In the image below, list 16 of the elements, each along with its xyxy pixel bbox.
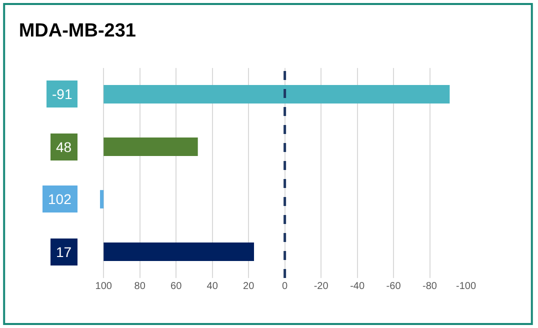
x-tick-label: -100 [456, 281, 476, 292]
x-tick-label: -80 [422, 281, 438, 292]
x-tick-label: 20 [243, 281, 255, 292]
x-tick-label: 40 [206, 281, 218, 292]
x-tick-label: 60 [170, 281, 182, 292]
x-tick-label: -40 [350, 281, 365, 292]
y-tick-label: 17 [56, 244, 72, 260]
x-tick-label: 80 [134, 281, 146, 292]
y-tick-label: -91 [52, 86, 72, 102]
x-tick-label: 0 [282, 281, 288, 292]
x-tick-label: 100 [95, 281, 112, 292]
chart-title: MDA-MB-231 [18, 20, 136, 42]
y-tick-label: 48 [56, 139, 72, 155]
x-tick-label: -60 [386, 281, 402, 292]
x-tick-label: -20 [314, 281, 329, 292]
y-tick-label: 102 [48, 191, 72, 207]
